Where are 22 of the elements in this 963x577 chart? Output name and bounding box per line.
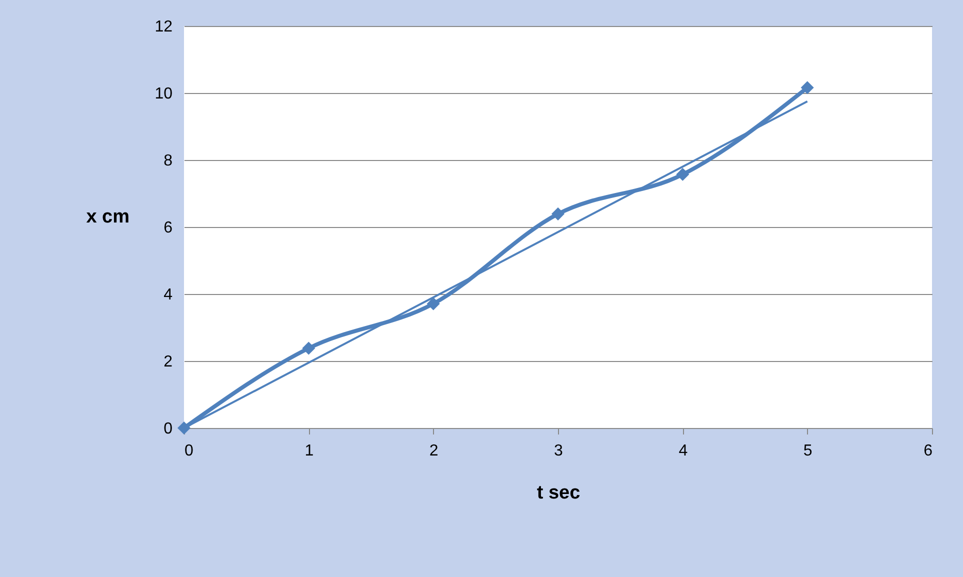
- x-tick-label: 5: [803, 442, 812, 460]
- y-tick-label: 12: [154, 18, 173, 36]
- y-axis-title: x cm: [86, 206, 130, 228]
- point: [676, 168, 690, 181]
- y-tick-label: 0: [164, 420, 173, 438]
- y-tick-label: 10: [154, 86, 173, 102]
- y-tick-label: 4: [164, 286, 173, 304]
- x-tick-label: 6: [924, 442, 933, 460]
- x-tick-label: 1: [304, 442, 314, 460]
- x-tick-label: 4: [678, 442, 688, 460]
- y-tick-label: 2: [164, 354, 173, 370]
- point: [551, 207, 565, 220]
- y-tick-label: 8: [164, 152, 173, 170]
- x-axis-title: t sec: [536, 482, 581, 504]
- x-tick-label: 0: [184, 442, 194, 460]
- y-tick-label: 6: [164, 220, 173, 236]
- x-tick-label: 2: [429, 442, 438, 460]
- point: [302, 342, 316, 355]
- x-tick-label: 3: [554, 442, 564, 460]
- point: [800, 81, 814, 94]
- point: [177, 421, 191, 435]
- point: [426, 297, 440, 310]
